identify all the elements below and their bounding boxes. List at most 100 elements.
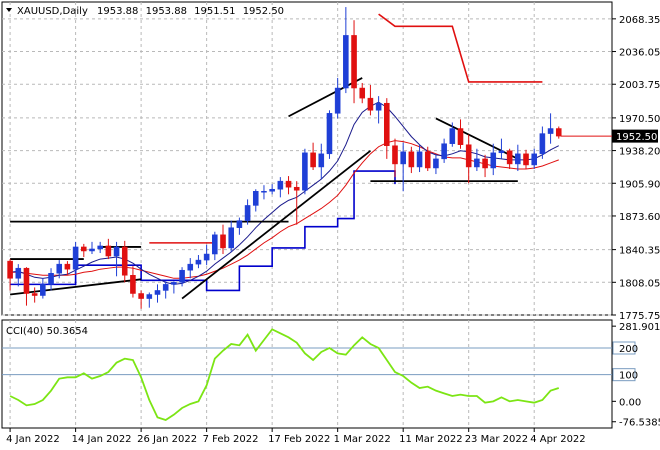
candle: [89, 241, 95, 255]
candle: [400, 142, 406, 192]
candle: [15, 264, 22, 287]
candle: [343, 7, 349, 94]
candle-body: [236, 220, 243, 228]
candle: [48, 268, 54, 291]
price-tick-label: 1775.75: [619, 311, 660, 322]
candle-body: [293, 186, 300, 191]
candle-body: [433, 158, 439, 169]
candle-body: [367, 97, 374, 111]
candle-body: [138, 293, 144, 299]
candle: [433, 154, 439, 175]
candle: [212, 231, 218, 261]
price-tick-label: 1840.35: [619, 246, 660, 257]
candle-body: [23, 267, 30, 294]
candle-body: [162, 284, 169, 291]
time-tick-label: 17 Feb 2022: [268, 434, 330, 445]
candle: [457, 119, 464, 149]
candle-body: [146, 294, 153, 299]
candle-body: [498, 150, 505, 154]
cci-title: CCI(40) 50.3654: [6, 326, 88, 337]
price-axis: 2068.35 2036.05 2003.75 1970.50 1938.20 1905.…: [612, 15, 660, 322]
collapse-triangle-icon[interactable]: [6, 8, 12, 12]
candle-body: [539, 133, 546, 155]
trend-line: [181, 150, 371, 300]
kijun-step-line: [10, 170, 396, 292]
candles: [7, 7, 612, 309]
price-tick-label: 1873.60: [619, 212, 660, 223]
candle: [23, 267, 30, 306]
price-tick-label: 1938.20: [619, 147, 660, 158]
candle-body: [252, 191, 259, 206]
candle: [318, 143, 325, 180]
candle-body: [269, 188, 275, 192]
svg-text:XAUUSD,Daily 1953.88: XAUUSD,Daily 1953.88 1953.88 1951.51 195…: [17, 6, 284, 17]
time-tick-label: 26 Jan 2022: [137, 434, 197, 445]
price-tick-label: 1970.50: [619, 114, 660, 125]
candle: [7, 259, 13, 291]
price-tick-label: 2068.35: [619, 15, 660, 26]
candle-body: [515, 153, 521, 165]
time-tick-label: 23 Mar 2022: [465, 434, 528, 445]
candle: [261, 185, 267, 200]
cci-line: [9, 328, 560, 421]
candle-body: [244, 205, 251, 221]
candle: [334, 77, 341, 119]
candle-body: [212, 234, 218, 255]
candle: [228, 220, 234, 252]
resistance-level-line: [378, 13, 543, 83]
candle-body: [555, 128, 562, 137]
price-tick-label: 1808.05: [619, 278, 660, 289]
candle: [130, 266, 136, 298]
time-tick-label: 1 Mar 2022: [334, 434, 391, 445]
candle: [498, 138, 505, 159]
trend-line: [288, 77, 363, 118]
candle: [302, 148, 308, 195]
candle: [465, 134, 472, 184]
candle: [244, 199, 251, 225]
candle: [285, 176, 292, 195]
resistance-levels: [149, 13, 543, 244]
candle: [408, 146, 415, 174]
current-price-label: 1952.50: [616, 132, 657, 143]
candle: [105, 238, 112, 260]
candle-body: [97, 245, 103, 250]
candle-body: [154, 290, 161, 295]
candle: [359, 82, 366, 104]
candle: [326, 110, 333, 159]
time-tick-label: 14 Jan 2022: [72, 434, 132, 445]
candle-body: [220, 234, 226, 249]
candle-body: [400, 151, 406, 165]
candle: [179, 267, 185, 287]
candle: [146, 292, 153, 308]
candle-body: [334, 87, 341, 114]
candle: [56, 260, 63, 279]
candle-body: [64, 263, 71, 270]
candle-body: [531, 153, 537, 166]
cci-level-box: [612, 341, 636, 355]
candle: [424, 146, 431, 172]
candle-body: [121, 246, 128, 276]
candle-body: [171, 282, 177, 285]
candle: [351, 20, 357, 104]
candle: [482, 154, 488, 178]
candle: [506, 148, 513, 170]
candle: [277, 177, 284, 198]
time-axis: 4 Jan 2022 14 Jan 2022 26 Jan 2022 7 Feb 20…: [6, 428, 586, 445]
time-tick-label: 4 Apr 2022: [530, 434, 585, 445]
candle-body: [416, 151, 423, 168]
candle-body: [359, 87, 366, 99]
candle-body: [48, 272, 54, 285]
candle: [220, 224, 226, 255]
candle: [236, 217, 243, 235]
candle-body: [302, 152, 308, 191]
candle-body: [285, 180, 292, 188]
candle: [121, 240, 128, 283]
candle-body: [482, 158, 488, 169]
candle: [474, 148, 480, 172]
candle: [252, 189, 259, 212]
candle-body: [474, 158, 480, 168]
candle: [449, 122, 456, 147]
candle: [441, 138, 447, 163]
